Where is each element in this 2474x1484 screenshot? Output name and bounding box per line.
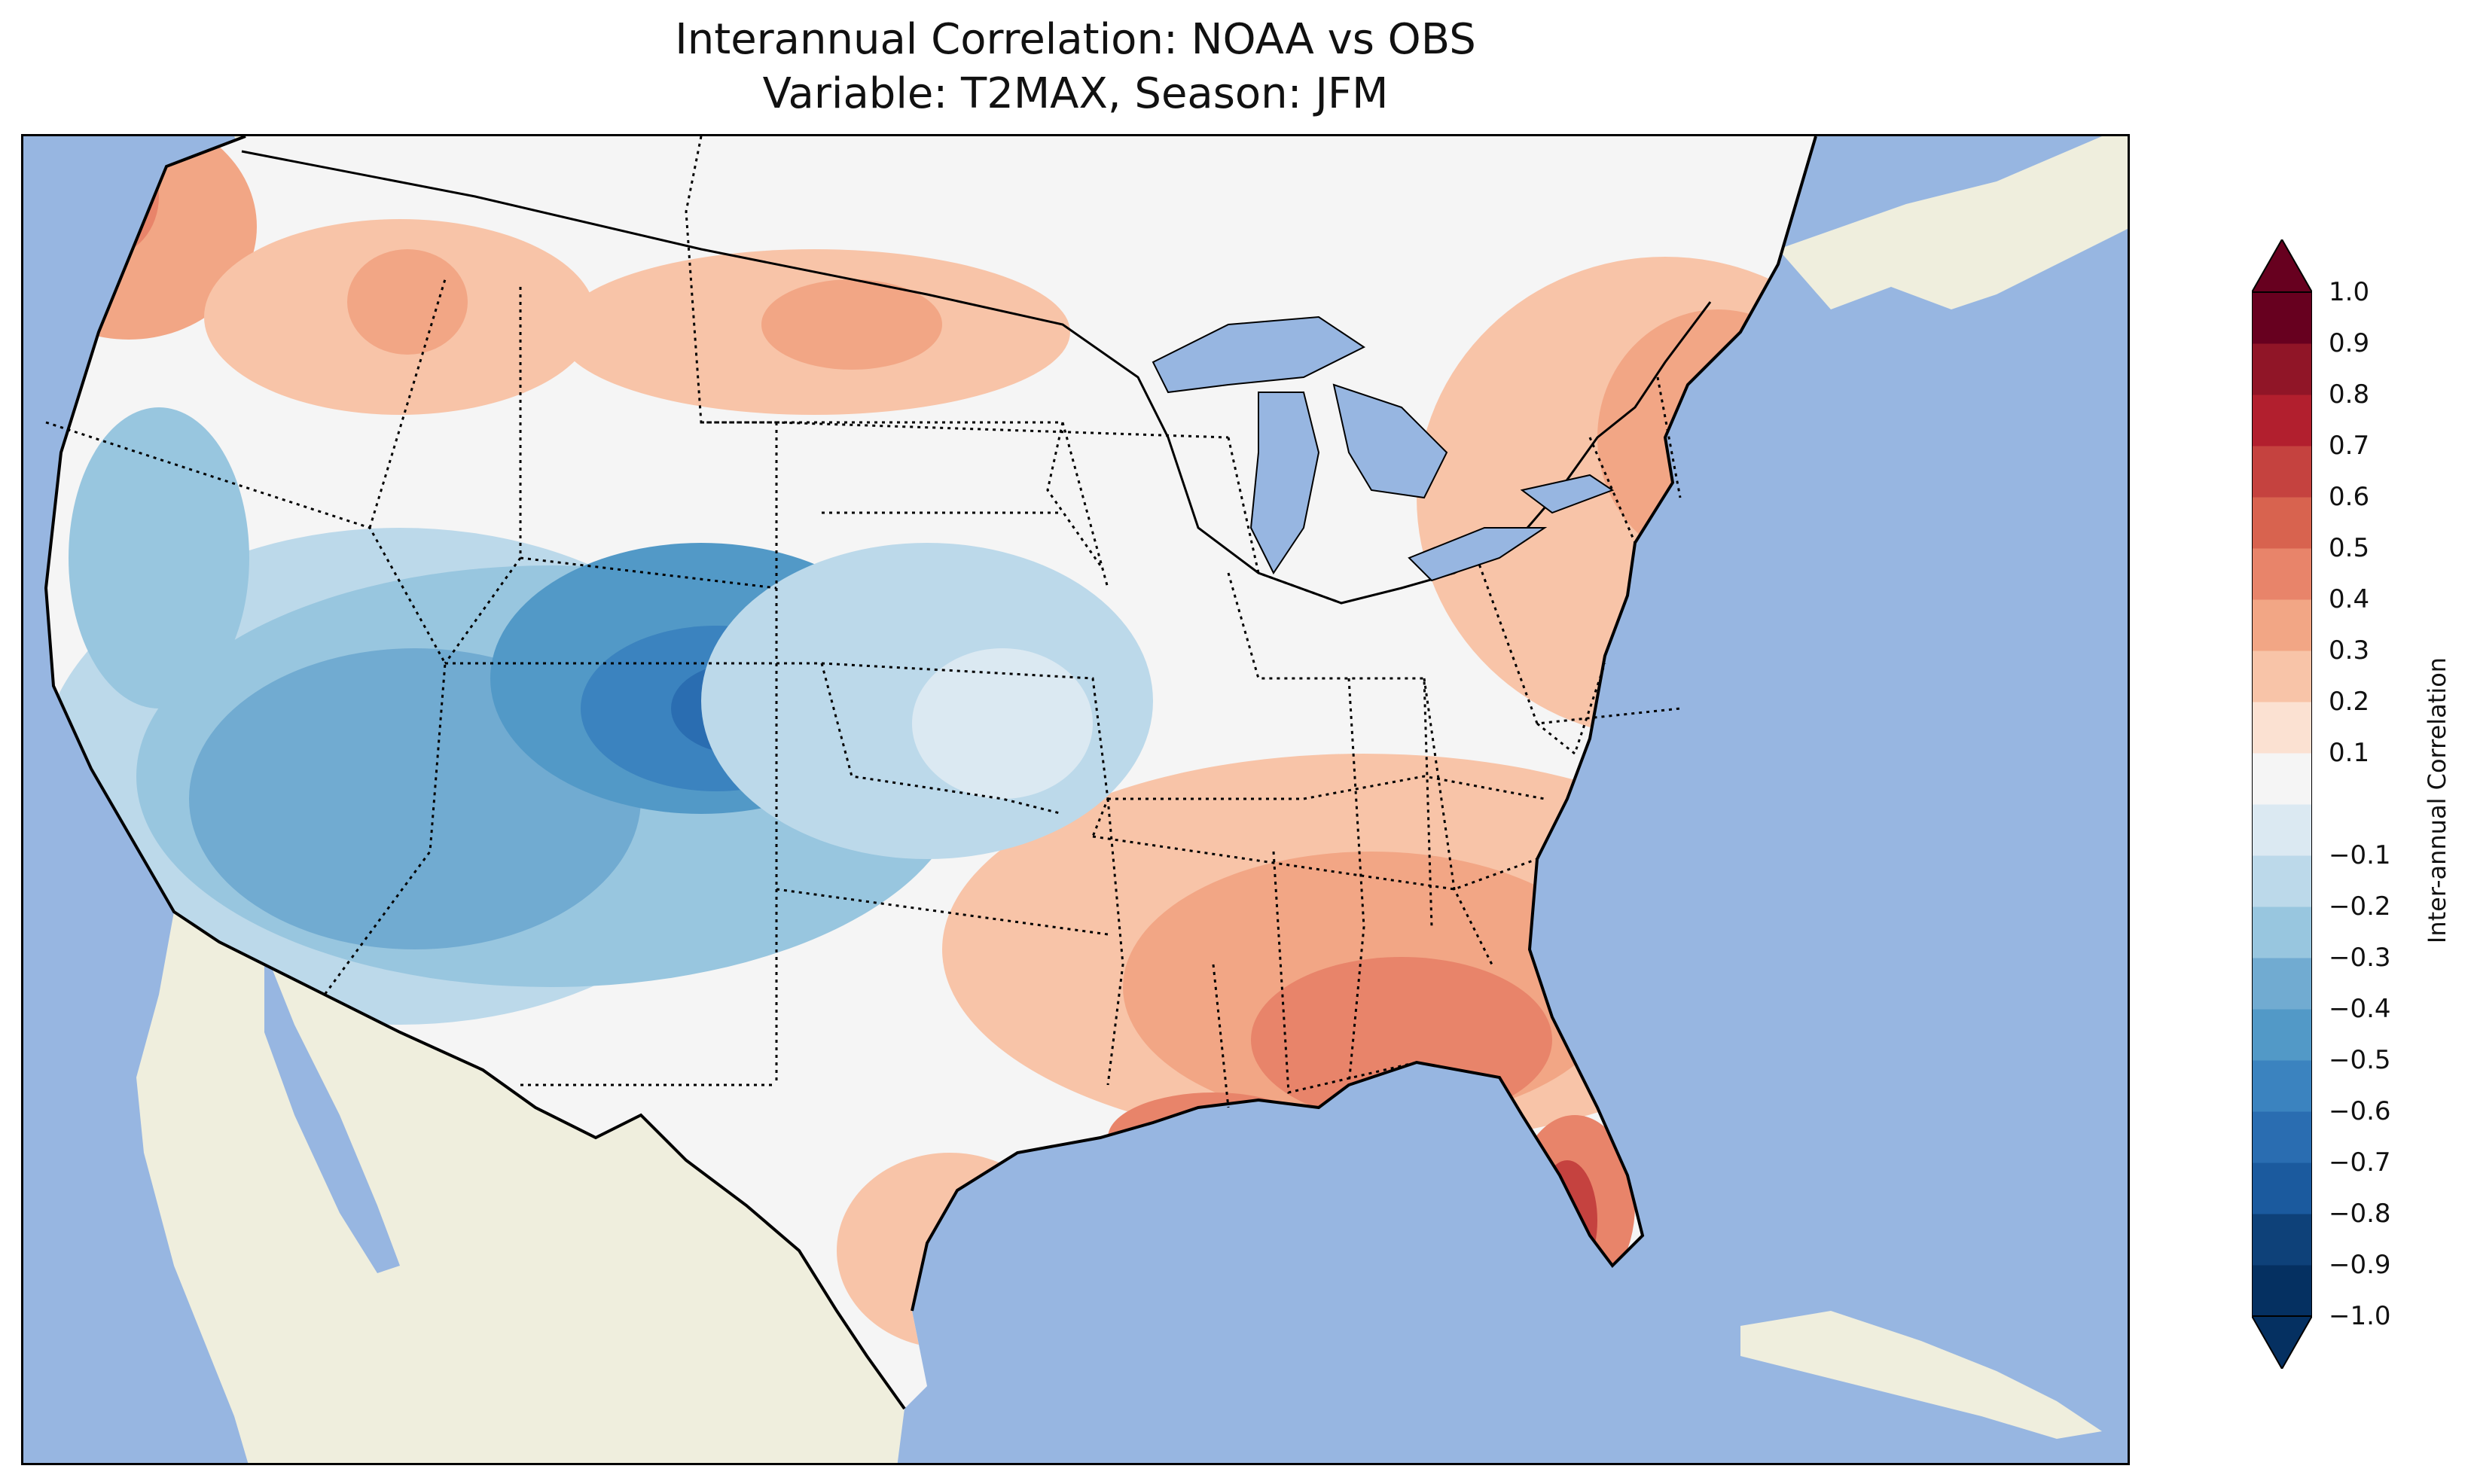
canada-border	[241, 150, 1712, 605]
lake-michigan	[1249, 392, 1320, 574]
colorbar-band	[2252, 1163, 2312, 1214]
colorbar-band	[2252, 1265, 2312, 1317]
colorbar-label: Inter-annual Correlation	[2423, 657, 2451, 944]
colorbar-band	[2252, 599, 2312, 651]
colorbar-band	[2252, 1111, 2312, 1163]
map-panel	[21, 134, 2130, 1465]
colorbar-band	[2252, 1060, 2312, 1112]
colorbar-tick-label: 0.3	[2329, 635, 2370, 666]
colorbar-band	[2252, 497, 2312, 549]
colorbar-tick-label: 0.8	[2329, 379, 2370, 410]
maritimes-land	[1778, 136, 2128, 309]
colorbar-band	[2252, 651, 2312, 702]
great-lakes	[1152, 315, 1615, 582]
colorbar-tick-label: −0.5	[2329, 1045, 2391, 1075]
colorbar-tick-label: −1.0	[2329, 1301, 2391, 1331]
colorbar-tick-label: 0.5	[2329, 533, 2370, 563]
colorbar-tick-label: −0.4	[2329, 994, 2391, 1024]
coastline	[44, 136, 906, 1410]
colorbar-tick-label: 0.4	[2329, 584, 2370, 614]
state-borders	[45, 136, 1682, 1108]
negative-contours	[46, 407, 1153, 1025]
colorbar-tick-label: −0.3	[2329, 943, 2391, 973]
colorbar-tick-label: 0.9	[2329, 328, 2370, 358]
colorbar-frame	[2252, 291, 2312, 1317]
colorbar-band	[2252, 446, 2312, 498]
lake-superior	[1152, 315, 1365, 394]
lake-erie	[1408, 527, 1548, 582]
colorbar-band	[2252, 702, 2312, 754]
colorbar-band	[2252, 548, 2312, 600]
baja-water	[264, 949, 400, 1273]
colorbar-band	[2252, 395, 2312, 446]
map-title: Interannual Correlation: NOAA vs OBS	[675, 15, 1476, 64]
colorbar-tick-label: −0.2	[2329, 891, 2391, 922]
colorbar-band	[2252, 343, 2312, 395]
colorbar-band	[2252, 1214, 2312, 1266]
gulf-coastline	[911, 136, 1817, 1312]
colorbar-band	[2252, 855, 2312, 907]
colorbar-tick-label: −0.1	[2329, 840, 2391, 870]
bahamas-cuba	[1740, 1311, 2102, 1439]
colorbar	[2252, 239, 2312, 1369]
map-subtitle: Variable: T2MAX, Season: JFM	[762, 69, 1389, 118]
colorbar-tick-label: −0.9	[2329, 1250, 2391, 1280]
colorbar-band	[2252, 753, 2312, 805]
lake-ontario	[1520, 474, 1615, 514]
colorbar-extend-min	[2252, 1315, 2312, 1369]
colorbar-tick-label: 1.0	[2329, 277, 2370, 307]
colorbar-band	[2252, 804, 2312, 856]
map-svg	[44, 136, 2128, 1463]
colorbar-band	[2252, 1009, 2312, 1061]
colorbar-extend-max	[2252, 239, 2312, 293]
colorbar-tick-label: 0.2	[2329, 687, 2370, 717]
colorbar-tick-label: 0.7	[2329, 431, 2370, 461]
colorbar-band	[2252, 292, 2312, 344]
colorbar-tick-label: −0.7	[2329, 1147, 2391, 1178]
colorbar-tick-label: −0.8	[2329, 1199, 2391, 1229]
colorbar-band	[2252, 958, 2312, 1010]
lake-huron	[1332, 383, 1448, 499]
mexico-land	[136, 912, 904, 1463]
colorbar-tick-label: 0.1	[2329, 738, 2370, 768]
colorbar-tick-label: 0.6	[2329, 482, 2370, 512]
colorbar-band	[2252, 907, 2312, 958]
colorbar-tick-label: −0.6	[2329, 1096, 2391, 1126]
